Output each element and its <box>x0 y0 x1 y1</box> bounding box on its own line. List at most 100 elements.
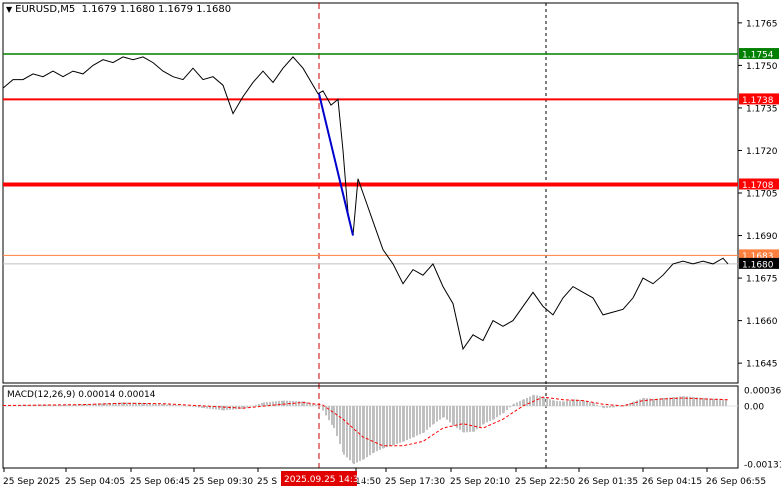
time-highlight-tag <box>281 471 357 486</box>
macd-histogram-bar <box>486 405 488 423</box>
macd-histogram-bar <box>261 403 263 406</box>
macd-tick-label: 0.00 <box>744 402 764 412</box>
macd-histogram-bar <box>246 405 248 408</box>
macd-histogram-bar <box>679 396 681 406</box>
macd-histogram-bar <box>161 404 163 406</box>
macd-histogram-bar <box>61 405 63 406</box>
macd-histogram-bar <box>383 405 385 449</box>
macd-histogram-bar <box>69 404 71 406</box>
macd-histogram-bar <box>198 405 200 408</box>
macd-histogram-bar <box>169 404 171 406</box>
price-tick-label: 1.1645 <box>746 360 778 370</box>
macd-histogram-bar <box>436 405 438 422</box>
macd-histogram-bar <box>235 405 237 410</box>
macd-histogram-bar <box>135 402 137 406</box>
macd-histogram-bar <box>456 405 458 428</box>
time-highlight-label: 2025.09.25 14:30 <box>284 475 365 485</box>
time-tick-label: 26 Sep 04:15 <box>642 477 702 487</box>
macd-histogram-bar <box>399 405 401 443</box>
macd-histogram-bar <box>573 399 575 406</box>
chart-symbol-header: ▼ EURUSD,M5 1.1679 1.1680 1.1679 1.1680 <box>6 4 231 15</box>
macd-histogram-bar <box>553 400 555 406</box>
macd-histogram-bar <box>263 402 265 406</box>
macd-histogram-bar <box>209 405 211 409</box>
macd-histogram-bar <box>683 396 685 406</box>
macd-histogram-bar <box>686 396 688 406</box>
macd-histogram-bar <box>12 405 14 407</box>
macd-histogram-bar <box>609 405 611 408</box>
macd-histogram-bar <box>115 402 117 406</box>
macd-histogram-bar <box>643 397 645 406</box>
macd-histogram-bar <box>659 398 661 406</box>
macd-histogram-bar <box>593 403 595 406</box>
price-series-line <box>2 56 729 351</box>
level-price-tag-label: 1.1738 <box>742 96 774 106</box>
macd-histogram-bar <box>295 401 297 406</box>
macd-histogram-bar <box>349 405 351 461</box>
macd-histogram-bar <box>21 405 23 406</box>
macd-histogram-bar <box>379 405 381 450</box>
macd-histogram-bar <box>81 404 83 406</box>
macd-histogram-bar <box>543 397 545 406</box>
macd-histogram-bar <box>215 405 217 410</box>
macd-histogram-bar <box>112 402 114 406</box>
macd-histogram-bar <box>286 400 288 406</box>
price-tick-label: 1.1735 <box>746 104 778 114</box>
macd-histogram-bar <box>258 403 260 406</box>
price-tick-label: 1.1705 <box>746 190 778 200</box>
macd-histogram-bar <box>178 405 180 406</box>
macd-histogram-bar <box>278 401 280 406</box>
macd-histogram-bar <box>281 400 283 406</box>
time-tick-label: 25 Sep 09:30 <box>193 477 253 487</box>
macd-histogram-bar <box>298 401 300 406</box>
macd-tick-label: -0.00131 <box>744 461 781 471</box>
macd-histogram-bar <box>519 401 521 406</box>
macd-histogram-bar <box>413 405 415 437</box>
macd-signal-line <box>2 396 729 447</box>
macd-histogram-bar <box>725 399 727 406</box>
macd-histogram-bar <box>123 402 125 406</box>
macd-histogram-bar <box>3 405 5 407</box>
macd-histogram-bar <box>203 405 205 409</box>
macd-histogram-bar <box>459 405 461 430</box>
macd-histogram-bar <box>709 398 711 406</box>
macd-histogram-bar <box>163 404 165 406</box>
macd-histogram-bar <box>356 405 358 463</box>
macd-histogram-bar <box>52 404 54 406</box>
macd-histogram-bar <box>703 397 705 406</box>
macd-histogram-bar <box>155 403 157 406</box>
macd-histogram-bar <box>579 400 581 406</box>
macd-histogram-bar <box>722 399 724 406</box>
macd-histogram-bar <box>619 405 621 407</box>
macd-histogram-bar <box>393 405 395 445</box>
macd-histogram-bar <box>103 403 105 406</box>
macd-histogram-bar <box>613 405 615 408</box>
level-price-tag <box>739 48 779 60</box>
macd-histogram-bar <box>212 405 214 410</box>
macd-histogram-bar <box>423 405 425 433</box>
macd-histogram-bar <box>353 405 355 465</box>
macd-histogram-bar <box>195 405 197 408</box>
macd-histogram-bar <box>596 404 598 406</box>
macd-panel-border <box>2 385 739 469</box>
dropdown-triangle-icon[interactable]: ▼ <box>6 5 13 14</box>
macd-histogram-bar <box>656 398 658 406</box>
macd-histogram-bar <box>489 405 491 422</box>
macd-histogram-bar <box>78 404 80 406</box>
price-tick-label: 1.1765 <box>746 19 778 29</box>
macd-histogram-bar <box>696 397 698 406</box>
macd-histogram-bar <box>175 404 177 406</box>
time-tick-label: 25 Sep 17:30 <box>385 477 445 487</box>
macd-histogram-bar <box>331 405 333 425</box>
macd-histogram-bar <box>158 403 160 406</box>
macd-histogram-bar <box>309 403 311 406</box>
macd-histogram-bar <box>653 398 655 406</box>
macd-histogram-bar <box>319 405 321 407</box>
macd-histogram-bar <box>303 401 305 406</box>
macd-histogram-bar <box>346 405 348 458</box>
macd-histogram-bar <box>576 399 578 406</box>
level-price-tag-label: 1.1708 <box>742 181 774 191</box>
macd-histogram-bar <box>126 402 128 406</box>
macd-histogram-bar <box>141 402 143 406</box>
